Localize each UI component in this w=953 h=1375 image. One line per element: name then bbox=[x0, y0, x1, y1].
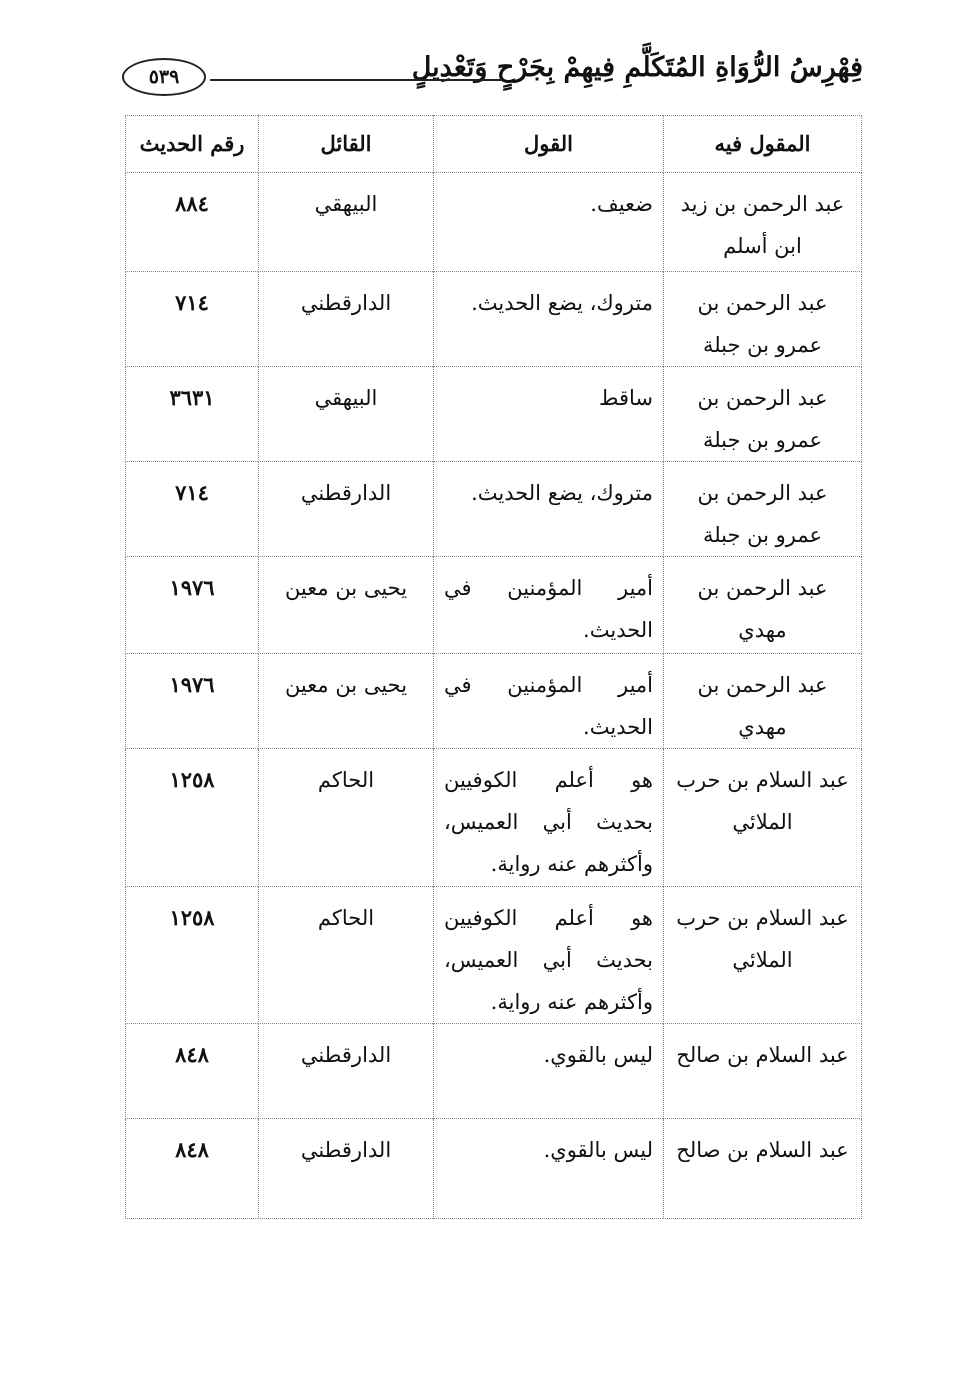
critic-cell: الحاكم bbox=[258, 886, 434, 1024]
column-header: رقم الحديث bbox=[125, 115, 259, 173]
narrator-cell: عبد الرحمن بن عمرو بن جبلة bbox=[663, 271, 862, 367]
table-row: عبد السلام بن حرب الملائي هو أعلم الكوفيي… bbox=[125, 886, 862, 1024]
table-row: عبد الرحمن بن زيد ابن أسلم ضعيف. البيهقي ٨٨… bbox=[125, 172, 862, 272]
table-row: عبد السلام بن صالح ليس بالقوي. الدارقطني ٨٤… bbox=[125, 1023, 862, 1119]
critic-cell: الدارقطني bbox=[258, 1118, 434, 1219]
table-row: عبد الرحمن بن مهدي أمير المؤمنين في الحدي… bbox=[125, 556, 862, 654]
statement-cell: ليس بالقوي. bbox=[433, 1023, 664, 1119]
hadith-number-cell: ١٩٧٦ bbox=[125, 653, 259, 749]
hadith-number-cell: ٣٦٣١ bbox=[125, 366, 259, 462]
critic-cell: الدارقطني bbox=[258, 1023, 434, 1119]
hadith-number-cell: ٧١٤ bbox=[125, 461, 259, 557]
column-header: القائل bbox=[258, 115, 434, 173]
critic-cell: يحيى بن معين bbox=[258, 653, 434, 749]
critic-cell: يحيى بن معين bbox=[258, 556, 434, 654]
column-header: القول bbox=[433, 115, 664, 173]
hadith-number-cell: ٧١٤ bbox=[125, 271, 259, 367]
narrator-cell: عبد الرحمن بن عمرو بن جبلة bbox=[663, 461, 862, 557]
statement-cell: هو أعلم الكوفيين بحديث أبي العميس، وأكثر… bbox=[433, 748, 664, 887]
hadith-number-cell: ١٩٧٦ bbox=[125, 556, 259, 654]
critic-cell: الدارقطني bbox=[258, 271, 434, 367]
table-row: عبد الرحمن بن عمرو بن جبلة متروك، يضع الح… bbox=[125, 271, 862, 367]
narrator-cell: عبد الرحمن بن عمرو بن جبلة bbox=[663, 366, 862, 462]
narrator-cell: عبد السلام بن حرب الملائي bbox=[663, 748, 862, 887]
table-header-row: المقول فيه القول القائل رقم الحديث bbox=[125, 115, 862, 173]
narrator-cell: عبد السلام بن صالح bbox=[663, 1023, 862, 1119]
statement-cell: متروك، يضع الحديث. bbox=[433, 271, 664, 367]
table-row: عبد السلام بن حرب الملائي هو أعلم الكوفيي… bbox=[125, 748, 862, 887]
statement-cell: ضعيف. bbox=[433, 172, 664, 272]
narrator-cell: عبد السلام بن حرب الملائي bbox=[663, 886, 862, 1024]
hadith-number-cell: ١٢٥٨ bbox=[125, 748, 259, 887]
page-number: ٥٣٩ bbox=[122, 58, 206, 96]
hadith-number-cell: ٨٤٨ bbox=[125, 1023, 259, 1119]
narrators-table: المقول فيه القول القائل رقم الحديث عبد ا… bbox=[125, 115, 862, 1219]
statement-cell: متروك، يضع الحديث. bbox=[433, 461, 664, 557]
narrator-cell: عبد السلام بن صالح bbox=[663, 1118, 862, 1219]
statement-cell: أمير المؤمنين في الحديث. bbox=[433, 556, 664, 654]
statement-cell: ساقط bbox=[433, 366, 664, 462]
table-row: عبد الرحمن بن عمرو بن جبلة متروك، يضع الح… bbox=[125, 461, 862, 557]
narrator-cell: عبد الرحمن بن زيد ابن أسلم bbox=[663, 172, 862, 272]
table-row: عبد الرحمن بن عمرو بن جبلة ساقط البيهقي ٣٦٣… bbox=[125, 366, 862, 462]
critic-cell: الدارقطني bbox=[258, 461, 434, 557]
header-rule bbox=[210, 79, 503, 81]
statement-cell: ليس بالقوي. bbox=[433, 1118, 664, 1219]
column-header: المقول فيه bbox=[663, 115, 862, 173]
critic-cell: البيهقي bbox=[258, 172, 434, 272]
critic-cell: البيهقي bbox=[258, 366, 434, 462]
statement-cell: أمير المؤمنين في الحديث. bbox=[433, 653, 664, 749]
running-header: فِهْرِسُ الرُّوَاةِ المُتَكَلَّمِ فِيهِم… bbox=[118, 52, 863, 102]
critic-cell: الحاكم bbox=[258, 748, 434, 887]
narrator-cell: عبد الرحمن بن مهدي bbox=[663, 653, 862, 749]
statement-cell: هو أعلم الكوفيين بحديث أبي العميس، وأكثر… bbox=[433, 886, 664, 1024]
table-row: عبد السلام بن صالح ليس بالقوي. الدارقطني ٨٤… bbox=[125, 1118, 862, 1219]
hadith-number-cell: ١٢٥٨ bbox=[125, 886, 259, 1024]
hadith-number-cell: ٨٤٨ bbox=[125, 1118, 259, 1219]
table-row: عبد الرحمن بن مهدي أمير المؤمنين في الحدي… bbox=[125, 653, 862, 749]
narrator-cell: عبد الرحمن بن مهدي bbox=[663, 556, 862, 654]
page-title: فِهْرِسُ الرُّوَاةِ المُتَكَلَّمِ فِيهِم… bbox=[411, 52, 863, 83]
hadith-number-cell: ٨٨٤ bbox=[125, 172, 259, 272]
